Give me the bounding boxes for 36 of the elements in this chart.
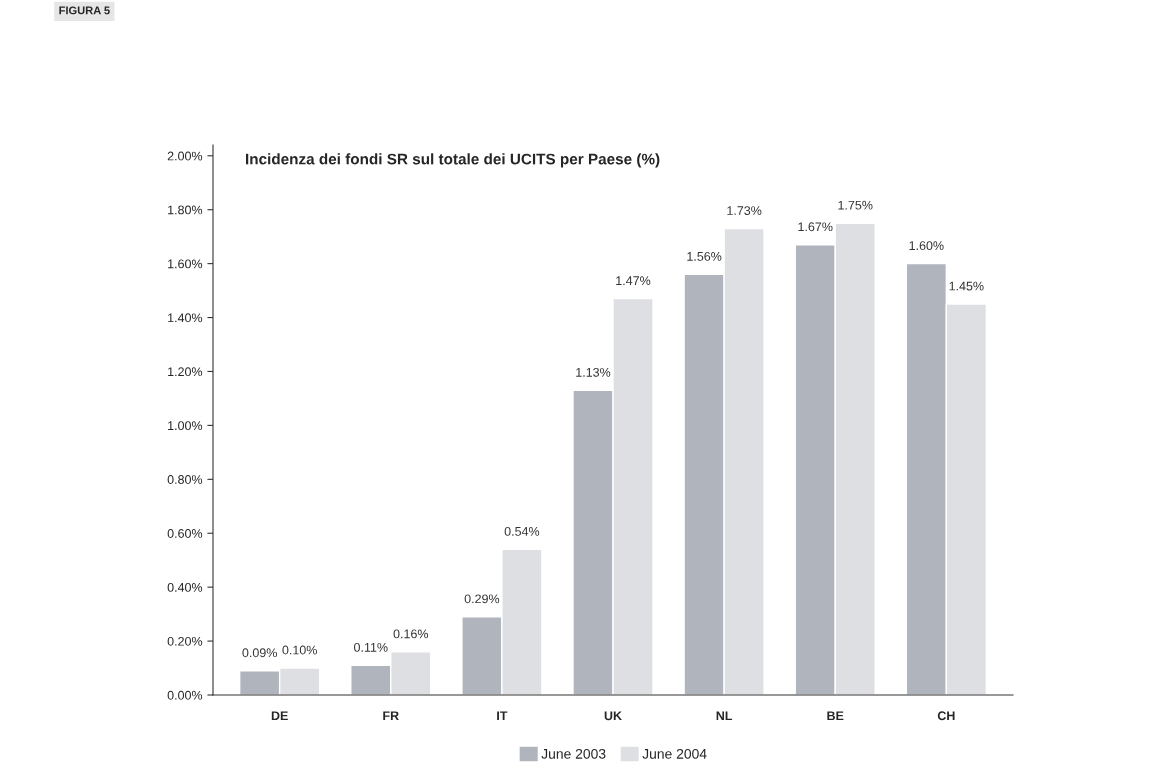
data-label: 0.54% <box>504 526 540 536</box>
text: Incidenza dei fondi SR sul totale dei UCITS per Paese (%) <box>246 153 660 168</box>
text: FIGURA 5 <box>59 6 110 15</box>
y-tick-label: 1.80% <box>168 205 203 215</box>
data-label: 0.16% <box>393 629 429 639</box>
y-tick-label: 0.60% <box>167 529 203 538</box>
y-tick-label: 1.60% <box>168 259 203 269</box>
data-label: 0.09% <box>242 648 277 658</box>
data-label: 0.11% <box>354 642 388 652</box>
data-label: 1.73% <box>727 206 762 215</box>
data-label: 1.60% <box>909 241 944 251</box>
x-tick-label: IT <box>497 711 508 721</box>
y-tick-label: 0.40% <box>167 582 203 592</box>
y-tick-label: 0.20% <box>167 636 203 646</box>
data-label: 0.29% <box>464 594 500 604</box>
y-tick-label: 1.00% <box>168 421 203 431</box>
legend-label: June 2003 <box>541 748 606 759</box>
y-tick-label: 1.40% <box>168 313 203 323</box>
data-label: 1.75% <box>838 200 873 210</box>
y-tick-label: 0.00% <box>167 690 203 700</box>
data-label: 1.13% <box>576 367 611 377</box>
x-tick-label: DE <box>271 711 288 721</box>
x-tick-label: FR <box>383 711 399 721</box>
data-label: 1.45% <box>949 281 984 291</box>
x-tick-label: CH <box>937 711 955 721</box>
data-label: 1.47% <box>616 276 651 286</box>
data-label: 1.56% <box>687 251 722 261</box>
x-tick-label: NL <box>716 711 733 721</box>
x-tick-label: UK <box>604 711 622 721</box>
y-tick-label: 0.80% <box>167 475 203 484</box>
legend-label: June 2004 <box>642 748 707 759</box>
y-tick-label: 2.00% <box>167 151 203 161</box>
x-tick-label: BE <box>827 711 844 721</box>
y-tick-label: 1.20% <box>168 367 203 377</box>
data-label: 1.67% <box>798 222 833 232</box>
data-label: 0.10% <box>282 645 317 655</box>
